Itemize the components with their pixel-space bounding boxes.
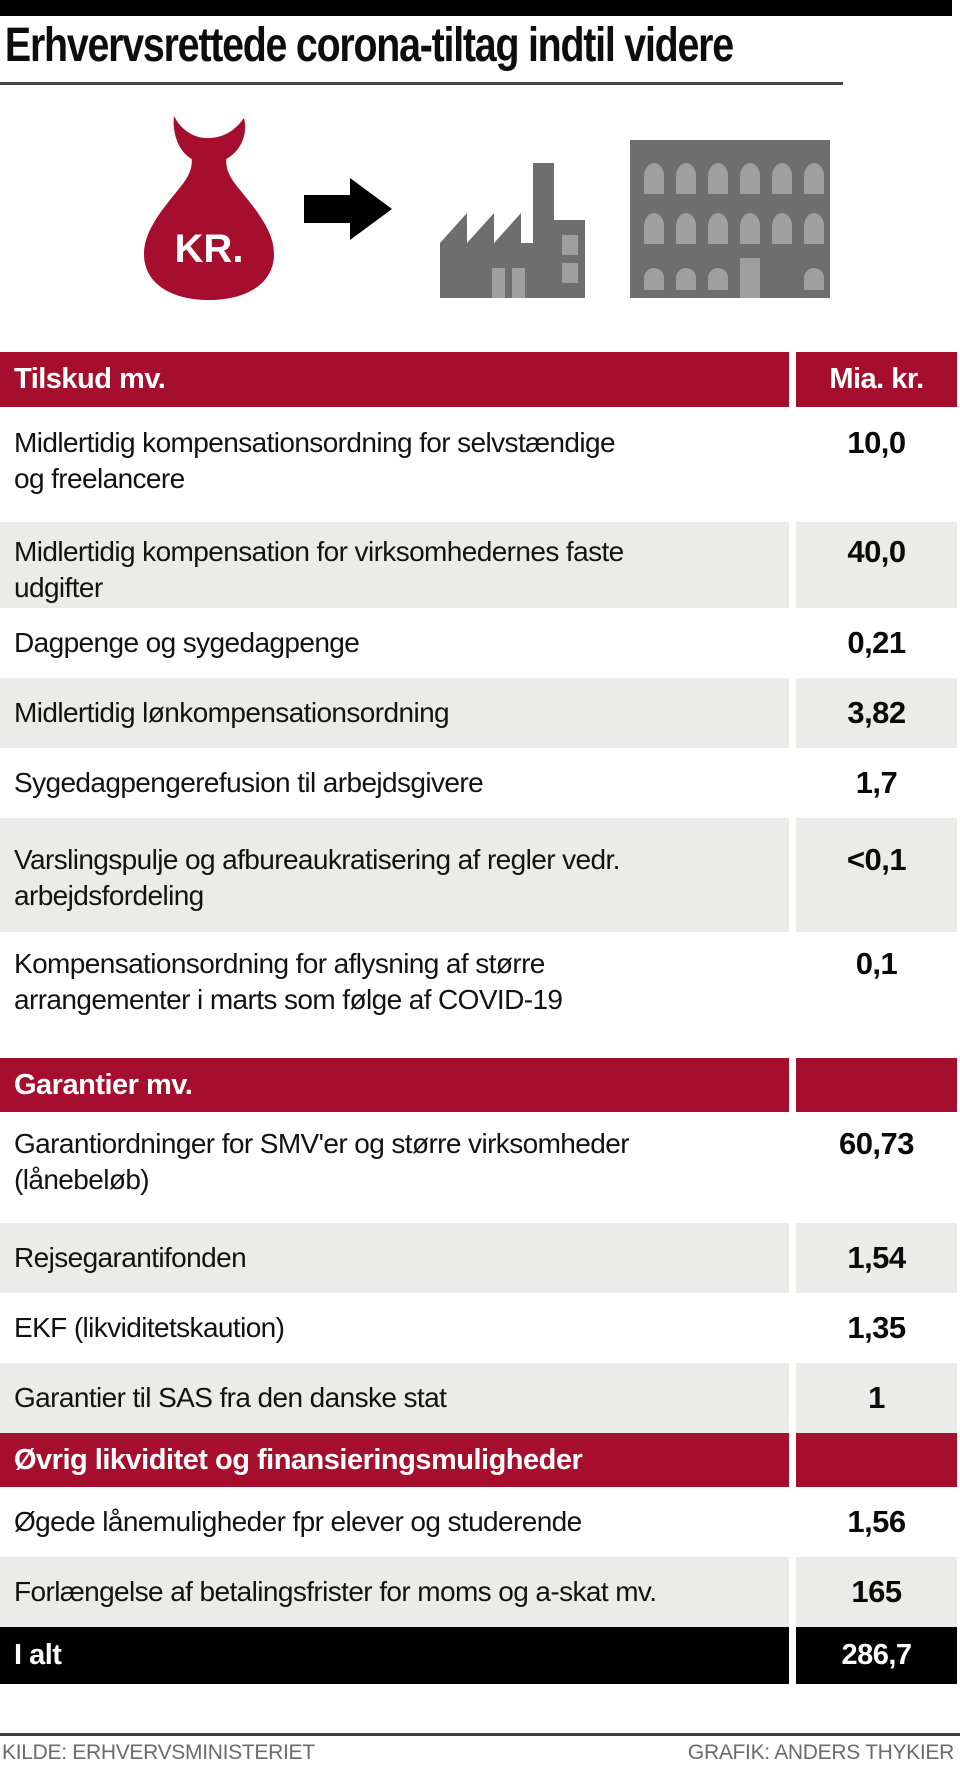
row-value: 40,0: [796, 522, 957, 608]
table-row: Sygedagpengerefusion til arbejdsgivere 1…: [0, 748, 957, 818]
table-row: Garantier til SAS fra den danske stat 1: [0, 1363, 957, 1433]
row-label: Kompensationsordning for aflysning af st…: [0, 932, 789, 1058]
row-value: 1: [796, 1363, 957, 1433]
graphic-credit: GRAFIK: ANDERS THYKIER: [687, 1741, 954, 1764]
row-value: 0,1: [796, 932, 957, 1058]
row-value: 1,7: [796, 748, 957, 818]
row-label: Garantiordninger for SMV'er og større vi…: [0, 1112, 789, 1223]
row-value: 1,54: [796, 1223, 957, 1293]
row-value: 3,82: [796, 678, 957, 748]
factory-icon: [440, 163, 585, 298]
row-label: Dagpenge og sygedagpenge: [0, 608, 789, 678]
row-label: Varslingspulje og afbureaukratisering af…: [0, 818, 789, 932]
table-row: Midlertidig kompensationsordning for sel…: [0, 407, 957, 522]
row-value: 165: [796, 1557, 957, 1627]
row-value: <0,1: [796, 818, 957, 932]
row-label: Rejsegarantifonden: [0, 1223, 789, 1293]
source-credit: KILDE: ERHVERVSMINISTERIET: [2, 1741, 315, 1764]
table-row: Øgede lånemuligheder fpr elever og stude…: [0, 1487, 957, 1557]
page-title: Erhvervsrettede corona-tiltag indtil vid…: [4, 18, 734, 72]
arrow-right-icon: [304, 178, 392, 240]
row-value: 1,56: [796, 1487, 957, 1557]
header: Erhvervsrettede corona-tiltag indtil vid…: [0, 16, 960, 74]
table-row: Garantiordninger for SMV'er og større vi…: [0, 1112, 957, 1223]
top-black-bar: [0, 0, 952, 16]
table-row: Forlængelse af betalingsfrister for moms…: [0, 1557, 957, 1627]
row-value: 1,35: [796, 1293, 957, 1363]
row-label: Midlertidig kompensation for virksomhede…: [0, 522, 789, 608]
section-header-bar: Tilskud mv. Mia. kr.: [0, 352, 957, 407]
row-label: EKF (likviditetskaution): [0, 1293, 789, 1363]
table-row: Midlertidig lønkompensationsordning 3,82: [0, 678, 957, 748]
section-header-label: Øvrig likviditet og finansieringsmulighe…: [0, 1433, 789, 1487]
section-header-bar: Øvrig likviditet og finansieringsmulighe…: [0, 1433, 957, 1487]
section-header-value-cell: [796, 1433, 957, 1487]
table-row: EKF (likviditetskaution) 1,35: [0, 1293, 957, 1363]
table-row: Midlertidig kompensation for virksomhede…: [0, 522, 957, 608]
table: Tilskud mv. Mia. kr. Midlertidig kompens…: [0, 352, 957, 1684]
title-rule: [0, 82, 843, 85]
total-row: I alt 286,7: [0, 1627, 957, 1684]
row-value: 60,73: [796, 1112, 957, 1223]
table-row: Varslingspulje og afbureaukratisering af…: [0, 818, 957, 932]
building-icon: [630, 140, 830, 298]
footer: KILDE: ERHVERVSMINISTERIET GRAFIK: ANDER…: [0, 1741, 960, 1765]
row-label: Øgede lånemuligheder fpr elever og stude…: [0, 1487, 789, 1557]
section-header-label: Garantier mv.: [0, 1058, 789, 1112]
illustration: KR.: [0, 90, 960, 340]
table-row: Dagpenge og sygedagpenge 0,21: [0, 608, 957, 678]
section-header-bar: Garantier mv.: [0, 1058, 957, 1112]
table-row: Kompensationsordning for aflysning af st…: [0, 932, 957, 1058]
total-label: I alt: [0, 1627, 789, 1684]
row-value: 0,21: [796, 608, 957, 678]
section-header-label: Tilskud mv.: [0, 352, 789, 407]
row-label: Garantier til SAS fra den danske stat: [0, 1363, 789, 1433]
unit-header: Mia. kr.: [796, 352, 957, 407]
total-value: 286,7: [796, 1627, 957, 1684]
row-label: Midlertidig lønkompensationsordning: [0, 678, 789, 748]
money-bag-icon: KR.: [144, 116, 274, 300]
section-header-value-cell: [796, 1058, 957, 1112]
row-label: Forlængelse af betalingsfrister for moms…: [0, 1557, 789, 1627]
bag-currency-label: KR.: [175, 227, 244, 271]
row-label: Sygedagpengerefusion til arbejdsgivere: [0, 748, 789, 818]
row-value: 10,0: [796, 407, 957, 522]
table-row: Rejsegarantifonden 1,54: [0, 1223, 957, 1293]
row-label: Midlertidig kompensationsordning for sel…: [0, 407, 789, 522]
footer-rule: [0, 1733, 960, 1736]
